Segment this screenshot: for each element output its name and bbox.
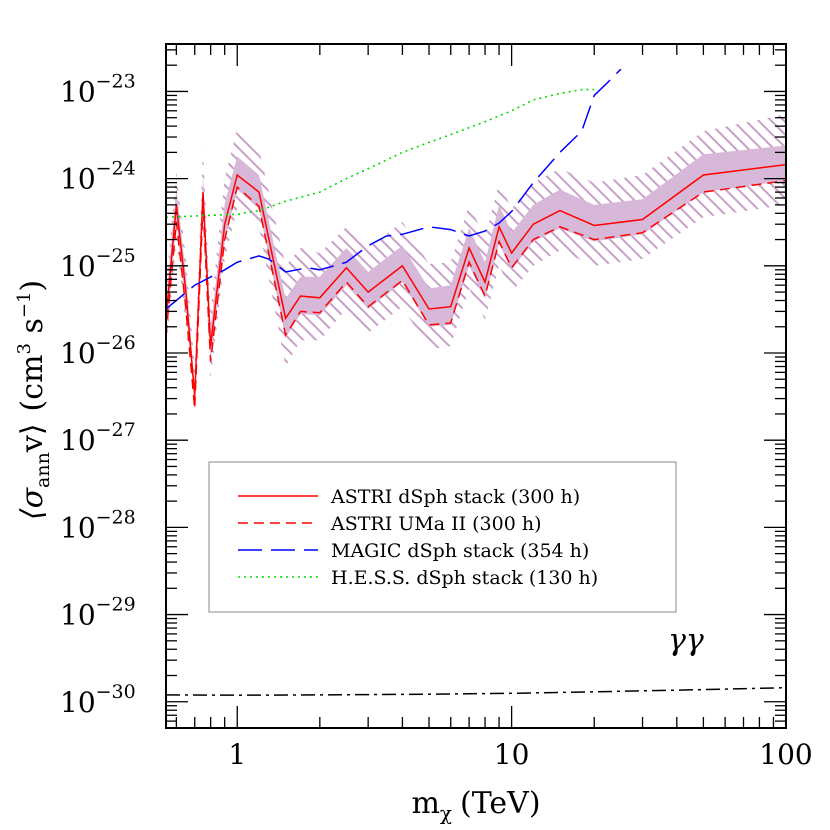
legend-label-0: ASTRI dSph stack (300 h): [330, 486, 580, 508]
ticks-layer: [166, 44, 787, 729]
y-axis-title-open: ⟨σ: [15, 486, 50, 520]
y-axis-title-unit: (cm: [15, 355, 50, 412]
band-inner-filled: [166, 145, 786, 403]
bands-layer: [166, 114, 786, 406]
y-axis-title-unit-sup2: −1: [14, 292, 35, 319]
y-tick-label: 10−24: [60, 158, 136, 196]
legend-label-2: MAGIC dSph stack (354 h): [331, 540, 589, 562]
y-tick-label: 10−27: [60, 419, 136, 457]
x-axis-title-unit: (TeV): [460, 786, 541, 821]
y-tick-label: 10−26: [60, 332, 136, 370]
y-tick-label: 10−28: [60, 506, 136, 544]
annotation-gamma-gamma: γγ: [668, 623, 704, 658]
legend-box: [208, 461, 677, 613]
y-axis-title-sub: ann: [32, 452, 54, 488]
y-axis-title: ⟨σannv⟩ (cm3 s−1): [14, 280, 54, 520]
x-axis-title-main: m: [411, 786, 439, 821]
legend: ASTRI dSph stack (300 h) ASTRI UMa II (30…: [208, 461, 677, 613]
x-tick-label: 1: [228, 738, 246, 771]
x-axis-title-sub: χ: [440, 801, 452, 825]
y-axis-title-close: ): [15, 280, 50, 292]
x-tick-label: 10: [494, 738, 530, 771]
y-tick-label: 10−29: [60, 594, 136, 632]
plot-frame: [165, 43, 787, 729]
y-axis-title-unit-sup: 3: [14, 343, 35, 354]
y-tick-label: 10−30: [60, 681, 136, 719]
series-layer: [166, 68, 786, 696]
series-line-4: [166, 686, 786, 696]
tick-labels-layer: 1 10 100 10−30 10−29 10−28 10−27 10−26 10−25 10−2…: [60, 70, 813, 771]
y-tick-label: 10−25: [60, 245, 136, 283]
series-line-2: [166, 68, 622, 310]
x-axis-title: mχ (TeV): [411, 786, 540, 825]
series-line-1: [166, 179, 786, 409]
y-axis-title-unit-mid: s: [15, 318, 50, 343]
y-tick-label: 10−23: [60, 70, 136, 108]
x-tick-label: 100: [759, 738, 812, 771]
y-axis-title-v: v⟩: [15, 423, 50, 453]
legend-label-1: ASTRI UMa II (300 h): [330, 513, 542, 535]
legend-label-3: H.E.S.S. dSph stack (130 h): [331, 567, 598, 589]
